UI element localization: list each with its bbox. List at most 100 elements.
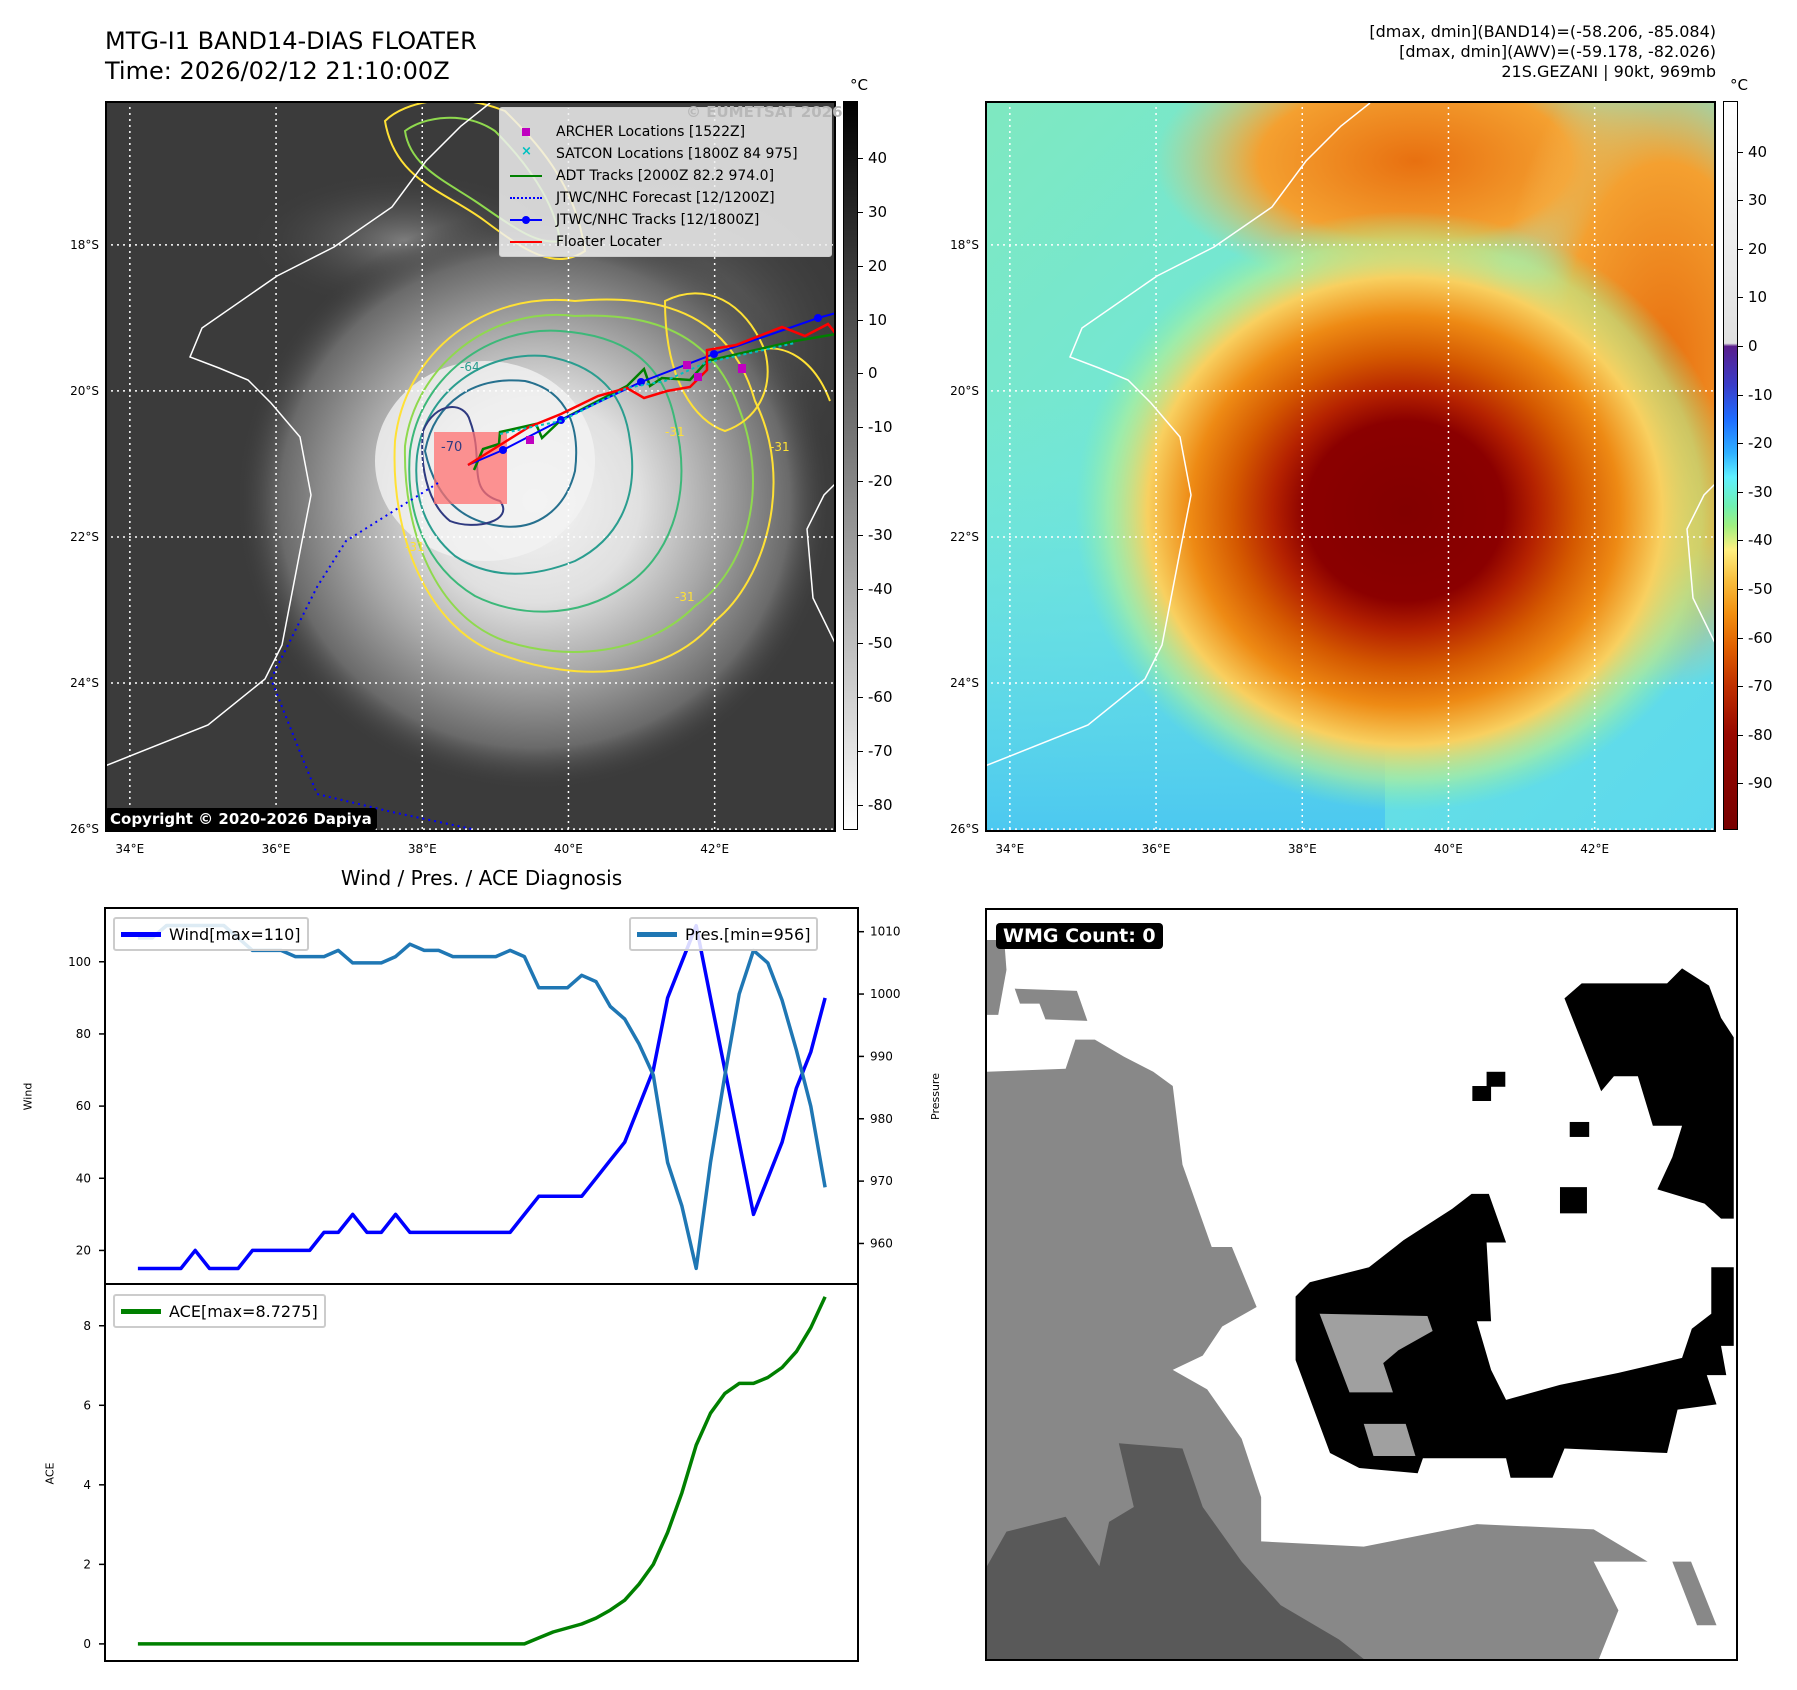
legend-item: JTWC/NHC Forecast [12/1200Z] [510,186,775,209]
lon-tick-label: 34°E [995,842,1025,856]
time-text: Time: 2026/02/12 21:10:00Z [105,57,450,85]
y-tick-label: 6 [83,1398,91,1412]
y-tick-label: 8 [83,1319,91,1333]
lon-tick-label: 38°E [407,842,437,856]
floater-locater-track [467,322,834,467]
line-legend-icon [510,169,542,183]
square-legend-icon [510,125,542,139]
stats-block: [dmax, dmin](BAND14)=(-58.206, -85.084) … [1369,22,1716,82]
colorbar-tick-label: -70 [858,742,893,761]
series-line-ace [137,1296,827,1646]
ir-colorbar: 40 30 20 10 0 -10 -20 -30 -40 -50 -60 -70 -80 [843,101,893,830]
eumetsat-watermark: © EUMETSAT 2026 [686,103,843,121]
legend-swatch [121,931,161,937]
wmg-region-gray [987,939,1007,1015]
ace-legend: ACE[max=8.7275] [113,1294,326,1328]
ir-satellite-map[interactable]: -31 -64 -70 -31 -31 -31 [105,101,836,832]
colorbar-tick-label: -40 [858,580,893,599]
wmg-region-black [1295,1193,1734,1478]
colorbar-tick-label: 30 [1737,191,1768,210]
colorbar-tick-label: -10 [1738,385,1773,404]
coastline [107,103,491,767]
y-tick-label: 100 [68,955,91,969]
lon-tick-label: 36°E [261,842,291,856]
contour-label: -64 [460,360,480,374]
contour-label: -31 [770,440,790,454]
contour-label: -31 [405,540,425,554]
adt-track [472,333,834,471]
temperature-contours [383,103,831,673]
colorbar-tick-label: -30 [1738,482,1773,501]
colorbar-tick-label: -10 [858,418,893,437]
wmg-region-gray [1672,1561,1717,1626]
wmg-region-light [1319,1313,1433,1393]
y-tick-label: 40 [76,1171,91,1185]
colorbar-tick-label: -80 [1738,725,1773,744]
legend-item: × SATCON Locations [1800Z 84 975] [510,142,798,165]
contour-label: -31 [665,425,685,439]
wind-axis-label: Wind [21,1082,35,1111]
colorbar-tick-label: 20 [857,256,888,275]
coastline-madagascar [1686,483,1714,643]
lat-tick-label: 22°S [70,529,99,544]
colorbar-tick-label: 20 [1737,239,1768,258]
diagnosis-title: Wind / Pres. / ACE Diagnosis [340,866,623,890]
colorbar-tick-label: -20 [858,472,893,491]
legend-label: ADT Tracks [2000Z 82.2 974.0] [556,167,775,184]
awv-colorbar: 40 30 20 10 0 -10 -20 -30 -40 -50 -60 -70 -80 -90 [1723,101,1773,830]
legend-label: Wind[max=110] [169,924,301,944]
legend-label: Pres.[min=956] [685,924,811,944]
coastline [987,103,1371,767]
map-legend: ARCHER Locations [1522Z] × SATCON Location… [499,107,832,257]
pressure-axis-label: Pressure [928,1073,942,1120]
title-text: MTG-I1 BAND14-DIAS FLOATER [105,27,477,55]
awv-map-canvas [987,103,1714,830]
lon-tick-label: 40°E [1434,842,1463,856]
wmg-region-black [1564,968,1734,1219]
contour-label: -70 [441,440,462,455]
colorbar-tick-label: -60 [858,688,893,707]
colorbar-tick-label: 10 [1737,288,1768,307]
lat-tick-label: 24°S [950,676,979,691]
lat-tick-label: 26°S [70,822,99,837]
lon-tick-label: 40°E [554,842,583,856]
y2-tick-label: 980 [870,1112,893,1126]
wmg-pixels [1472,1071,1590,1214]
colorbar-tick-label: -20 [1738,434,1773,453]
lat-tick-label: 20°S [950,383,979,398]
colorbar-tick-label: 40 [1737,142,1768,161]
lat-tick-label: 22°S [950,529,979,544]
chart-frame [104,907,859,1285]
archer-locations [526,361,746,444]
colorbar-tick-label: -70 [1738,677,1773,696]
colorbar-tick-label: -30 [858,526,893,545]
dotted-legend-icon [510,191,542,205]
colorbar-tick-label: 0 [858,364,878,383]
y-tick-label: 60 [76,1099,91,1113]
y2-tick-label: 990 [870,1049,893,1063]
colorbar-tick-label: -50 [858,634,893,653]
legend-label: SATCON Locations [1800Z 84 975] [556,145,798,162]
lat-tick-label: 20°S [70,383,99,398]
ace-axis-label: ACE [43,1462,57,1485]
lat-tick-label: 18°S [950,237,979,252]
colorbar-tick-label: 0 [1738,336,1758,355]
y-tick-label: 0 [83,1637,91,1651]
awv-satellite-map[interactable] [985,101,1716,832]
lat-tick-label: 18°S [70,237,99,252]
legend-label: ARCHER Locations [1522Z] [556,123,746,140]
lon-tick-label: 36°E [1141,842,1171,856]
coastline-madagascar [806,483,834,643]
y-tick-label: 2 [83,1557,91,1571]
y2-tick-label: 1000 [870,987,901,1001]
legend-item: ADT Tracks [2000Z 82.2 974.0] [510,164,774,187]
wind-legend: Wind[max=110] [113,917,309,951]
wmg-region-dark [987,1443,1364,1659]
line-legend-icon [510,235,542,249]
wmg-region-light [1363,1423,1416,1457]
colorbar-tick-label: -50 [1738,579,1773,598]
y-tick-label: 20 [76,1243,91,1257]
colorbar-tick-label: 10 [857,310,888,329]
map-gridlines [987,103,1714,830]
lon-tick-label: 42°E [700,842,730,856]
